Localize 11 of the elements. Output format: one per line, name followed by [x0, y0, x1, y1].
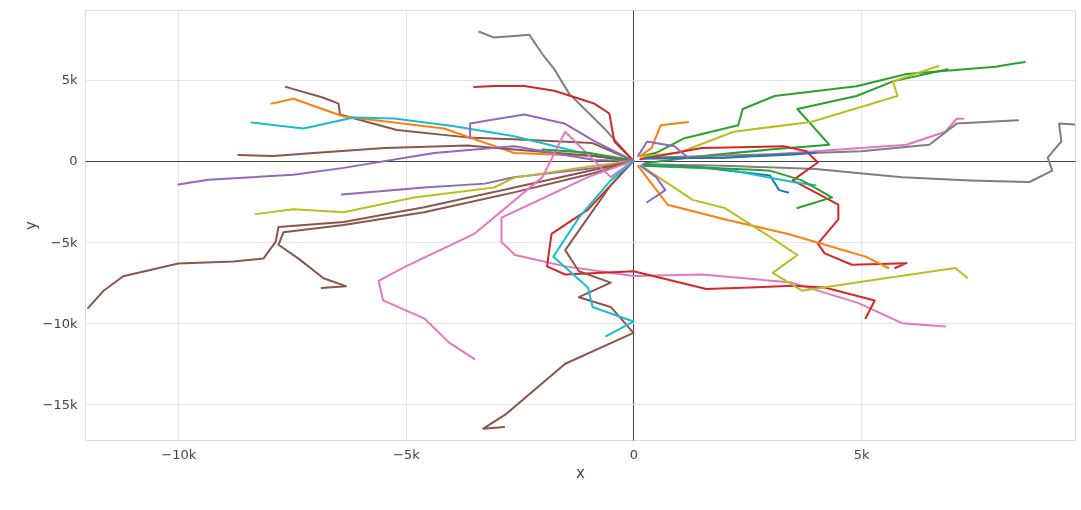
x-tick-label: 0: [629, 446, 639, 462]
x-tick-label: −10k: [161, 446, 197, 462]
y-tick-label: −5k: [50, 234, 78, 250]
y-axis-title: y: [21, 220, 40, 230]
y-tick-label: −15k: [42, 396, 78, 412]
x-axis-title: x: [576, 463, 586, 482]
y-tick-label: 5k: [61, 72, 78, 88]
x-tick-label: 5k: [853, 446, 870, 462]
y-tick-label: −10k: [42, 315, 78, 331]
x-tick-label: −5k: [393, 446, 421, 462]
y-tick-label: 0: [69, 153, 78, 169]
